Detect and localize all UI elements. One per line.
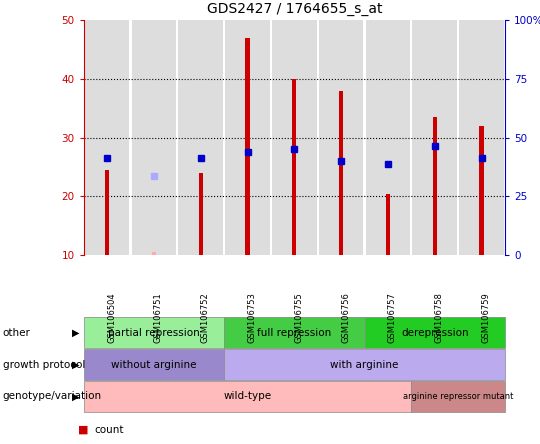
Text: arginine repressor mutant: arginine repressor mutant: [403, 392, 514, 401]
Text: GSM106752: GSM106752: [201, 292, 210, 343]
Bar: [366, 20, 410, 255]
Text: genotype/variation: genotype/variation: [3, 392, 102, 401]
Bar: [245, 38, 249, 255]
Text: wild-type: wild-type: [224, 392, 272, 401]
Bar: [179, 20, 223, 255]
Text: ▶: ▶: [72, 392, 79, 401]
Text: full repression: full repression: [257, 328, 332, 337]
Text: with arginine: with arginine: [330, 360, 399, 369]
Text: GSM106758: GSM106758: [435, 292, 444, 343]
Text: ■: ■: [78, 425, 89, 435]
Text: ▶: ▶: [72, 360, 79, 369]
Text: GSM106751: GSM106751: [154, 292, 163, 343]
Bar: [199, 173, 203, 255]
Text: other: other: [3, 328, 31, 337]
Bar: [292, 79, 296, 255]
Text: GSM106755: GSM106755: [294, 292, 303, 343]
Text: GSM106504: GSM106504: [107, 292, 116, 343]
Bar: [132, 20, 176, 255]
Text: GSM106756: GSM106756: [341, 292, 350, 343]
Text: GSM106759: GSM106759: [482, 292, 490, 343]
Bar: [413, 20, 457, 255]
Text: growth protocol: growth protocol: [3, 360, 85, 369]
Bar: [105, 170, 109, 255]
Text: partial repression: partial repression: [108, 328, 200, 337]
Bar: [225, 20, 270, 255]
Bar: [152, 252, 156, 255]
Bar: [272, 20, 316, 255]
Bar: [460, 20, 504, 255]
Text: without arginine: without arginine: [111, 360, 197, 369]
Bar: [386, 194, 390, 255]
Title: GDS2427 / 1764655_s_at: GDS2427 / 1764655_s_at: [207, 2, 382, 16]
Bar: [85, 20, 130, 255]
Text: derepression: derepression: [401, 328, 469, 337]
Bar: [433, 117, 437, 255]
Text: count: count: [94, 425, 124, 435]
Text: GSM106757: GSM106757: [388, 292, 397, 343]
Bar: [480, 126, 484, 255]
Bar: [339, 91, 343, 255]
Text: ▶: ▶: [72, 328, 79, 337]
Text: GSM106753: GSM106753: [247, 292, 256, 343]
Bar: [319, 20, 363, 255]
